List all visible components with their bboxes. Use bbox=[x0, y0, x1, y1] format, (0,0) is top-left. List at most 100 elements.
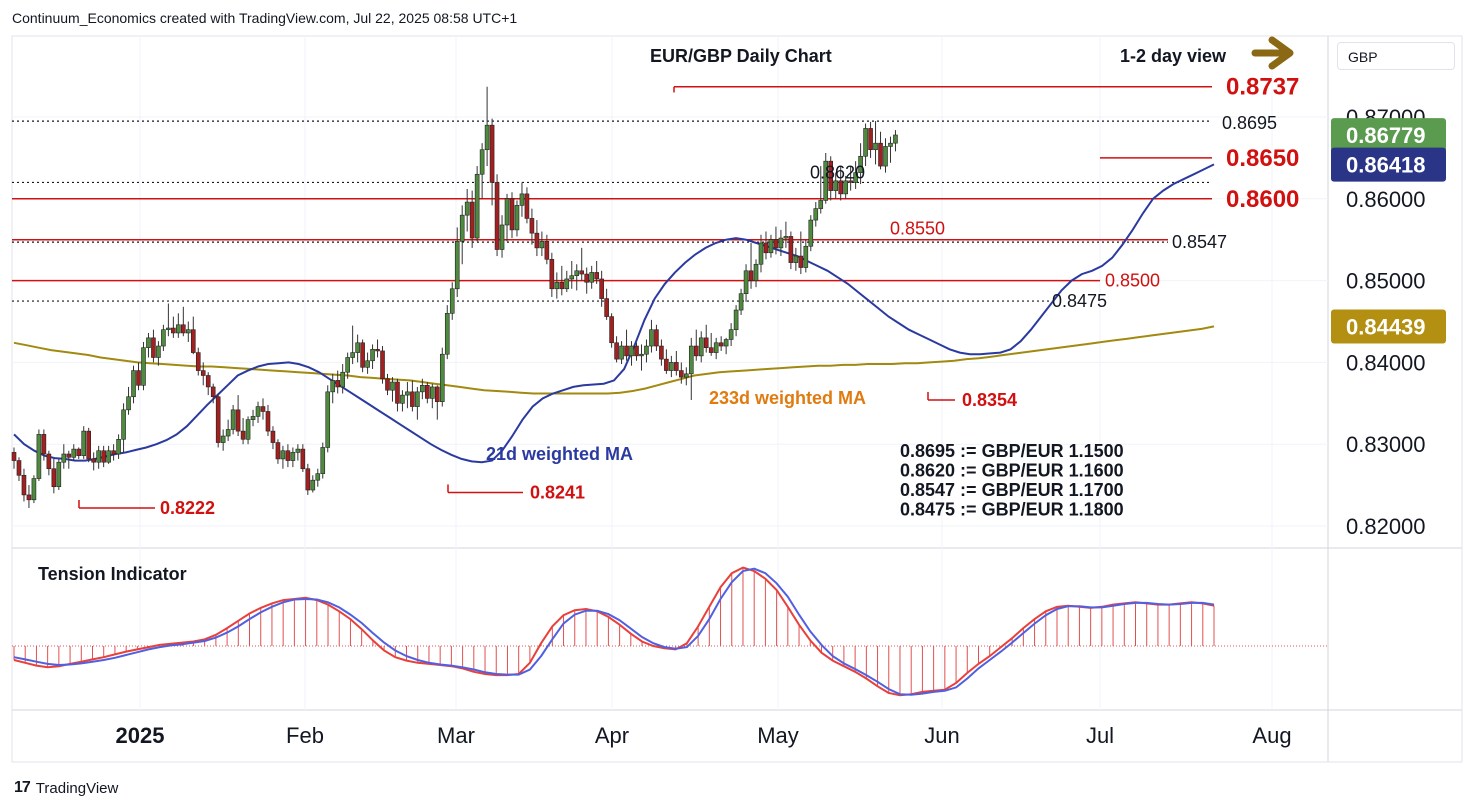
candle-body bbox=[813, 208, 819, 221]
candle-body bbox=[569, 275, 575, 280]
level-label-0.8737: 0.8737 bbox=[1226, 74, 1299, 101]
candle-body bbox=[674, 362, 679, 371]
candle-body bbox=[459, 214, 465, 242]
candle-body bbox=[524, 193, 530, 219]
candle-body bbox=[509, 198, 515, 231]
candle-body bbox=[235, 409, 241, 432]
y-tick-label: 0.82000 bbox=[1346, 514, 1426, 539]
chart-frame bbox=[11, 35, 1463, 763]
conversion-note: 0.8547 := GBP/EUR 1.1700 bbox=[900, 480, 1124, 500]
candle-body bbox=[823, 160, 829, 201]
candle-body bbox=[803, 245, 809, 268]
chart-attribution: Continuum_Economics created with Trading… bbox=[12, 10, 518, 26]
level-label-0.8600: 0.8600 bbox=[1226, 186, 1299, 213]
candle-body bbox=[255, 406, 261, 417]
candle-body bbox=[494, 182, 500, 250]
candle-body bbox=[400, 394, 405, 404]
candle-body bbox=[81, 430, 87, 456]
candle-body bbox=[808, 219, 814, 247]
candle-body bbox=[878, 142, 883, 167]
level-label-0.8550: 0.8550 bbox=[890, 219, 945, 239]
level-label-0.8475: 0.8475 bbox=[1052, 291, 1107, 311]
candle-body bbox=[360, 342, 365, 368]
candle-body bbox=[688, 345, 694, 375]
candle-body bbox=[46, 453, 52, 470]
candle-body bbox=[793, 255, 799, 263]
candle-body bbox=[873, 142, 878, 151]
candle-body bbox=[683, 373, 689, 378]
candle-body bbox=[589, 272, 594, 283]
candle-body bbox=[858, 155, 863, 173]
candle-body bbox=[564, 278, 570, 290]
candle-body bbox=[56, 461, 62, 488]
x-tick-label: Jun bbox=[924, 723, 959, 748]
candle-body bbox=[614, 342, 619, 360]
candle-body bbox=[843, 180, 848, 195]
candle-body bbox=[96, 450, 101, 463]
candle-body bbox=[405, 391, 410, 396]
candle-body bbox=[111, 450, 116, 455]
candle-body bbox=[21, 474, 27, 496]
conversion-note: 0.8695 := GBP/EUR 1.1500 bbox=[900, 441, 1124, 461]
candle-body bbox=[444, 313, 450, 355]
candle-body bbox=[574, 270, 580, 276]
candle-body bbox=[375, 349, 380, 352]
currency-selector[interactable]: GBP bbox=[1337, 42, 1455, 70]
tradingview-footer[interactable]: 17 TradingView bbox=[14, 779, 118, 797]
x-tick-label: 2025 bbox=[116, 723, 165, 748]
candle-body bbox=[723, 339, 729, 347]
view-label: 1-2 day view bbox=[1120, 46, 1227, 66]
candle-body bbox=[61, 453, 67, 463]
candle-body bbox=[504, 198, 510, 226]
candle-body bbox=[489, 124, 495, 183]
level-label-0.8650: 0.8650 bbox=[1226, 145, 1299, 172]
candle-body bbox=[693, 345, 699, 357]
candle-body bbox=[71, 448, 77, 458]
candle-body bbox=[335, 380, 341, 388]
candle-body bbox=[619, 345, 624, 360]
candle-body bbox=[634, 345, 639, 357]
x-tick-label: Apr bbox=[595, 723, 629, 748]
candle-body bbox=[833, 180, 839, 191]
candle-body bbox=[654, 329, 659, 347]
candle-body bbox=[36, 434, 42, 479]
candle-body bbox=[713, 342, 719, 353]
candle-body bbox=[76, 448, 82, 456]
candle-body bbox=[51, 468, 57, 488]
tradingview-brand: TradingView bbox=[35, 779, 119, 797]
candle-body bbox=[161, 329, 166, 347]
candle-body bbox=[181, 324, 186, 334]
candle-body bbox=[410, 391, 415, 407]
candle-body bbox=[176, 324, 181, 334]
candle-body bbox=[584, 273, 590, 283]
tension-line bbox=[13, 566, 1215, 697]
candle-body bbox=[390, 381, 395, 391]
candle-body bbox=[798, 255, 804, 268]
candle-body bbox=[305, 468, 311, 491]
indicator-title: Tension Indicator bbox=[38, 564, 187, 584]
candle-body bbox=[649, 329, 654, 347]
candle-body bbox=[703, 337, 709, 348]
candle-body bbox=[270, 430, 276, 443]
price-badge bbox=[1331, 118, 1446, 153]
price-badge-label: 0.84439 bbox=[1346, 314, 1426, 339]
candle-body bbox=[280, 450, 286, 460]
candle-body bbox=[205, 375, 211, 388]
chart-title: EUR/GBP Daily Chart bbox=[650, 46, 832, 66]
candle-body bbox=[136, 370, 141, 386]
candle-body bbox=[106, 450, 111, 463]
candle-body bbox=[499, 224, 505, 250]
candle-body bbox=[275, 442, 281, 460]
candle-body bbox=[121, 409, 126, 440]
level-label-0.8500: 0.8500 bbox=[1105, 271, 1160, 291]
level-label-0.8547: 0.8547 bbox=[1172, 232, 1227, 252]
candle-body bbox=[519, 193, 525, 206]
candle-body bbox=[554, 281, 560, 290]
candle-body bbox=[370, 349, 375, 362]
candle-body bbox=[300, 448, 306, 470]
candle-body bbox=[783, 236, 789, 239]
candle-body bbox=[415, 391, 420, 407]
candle-body bbox=[215, 396, 221, 443]
candle-body bbox=[529, 218, 535, 234]
